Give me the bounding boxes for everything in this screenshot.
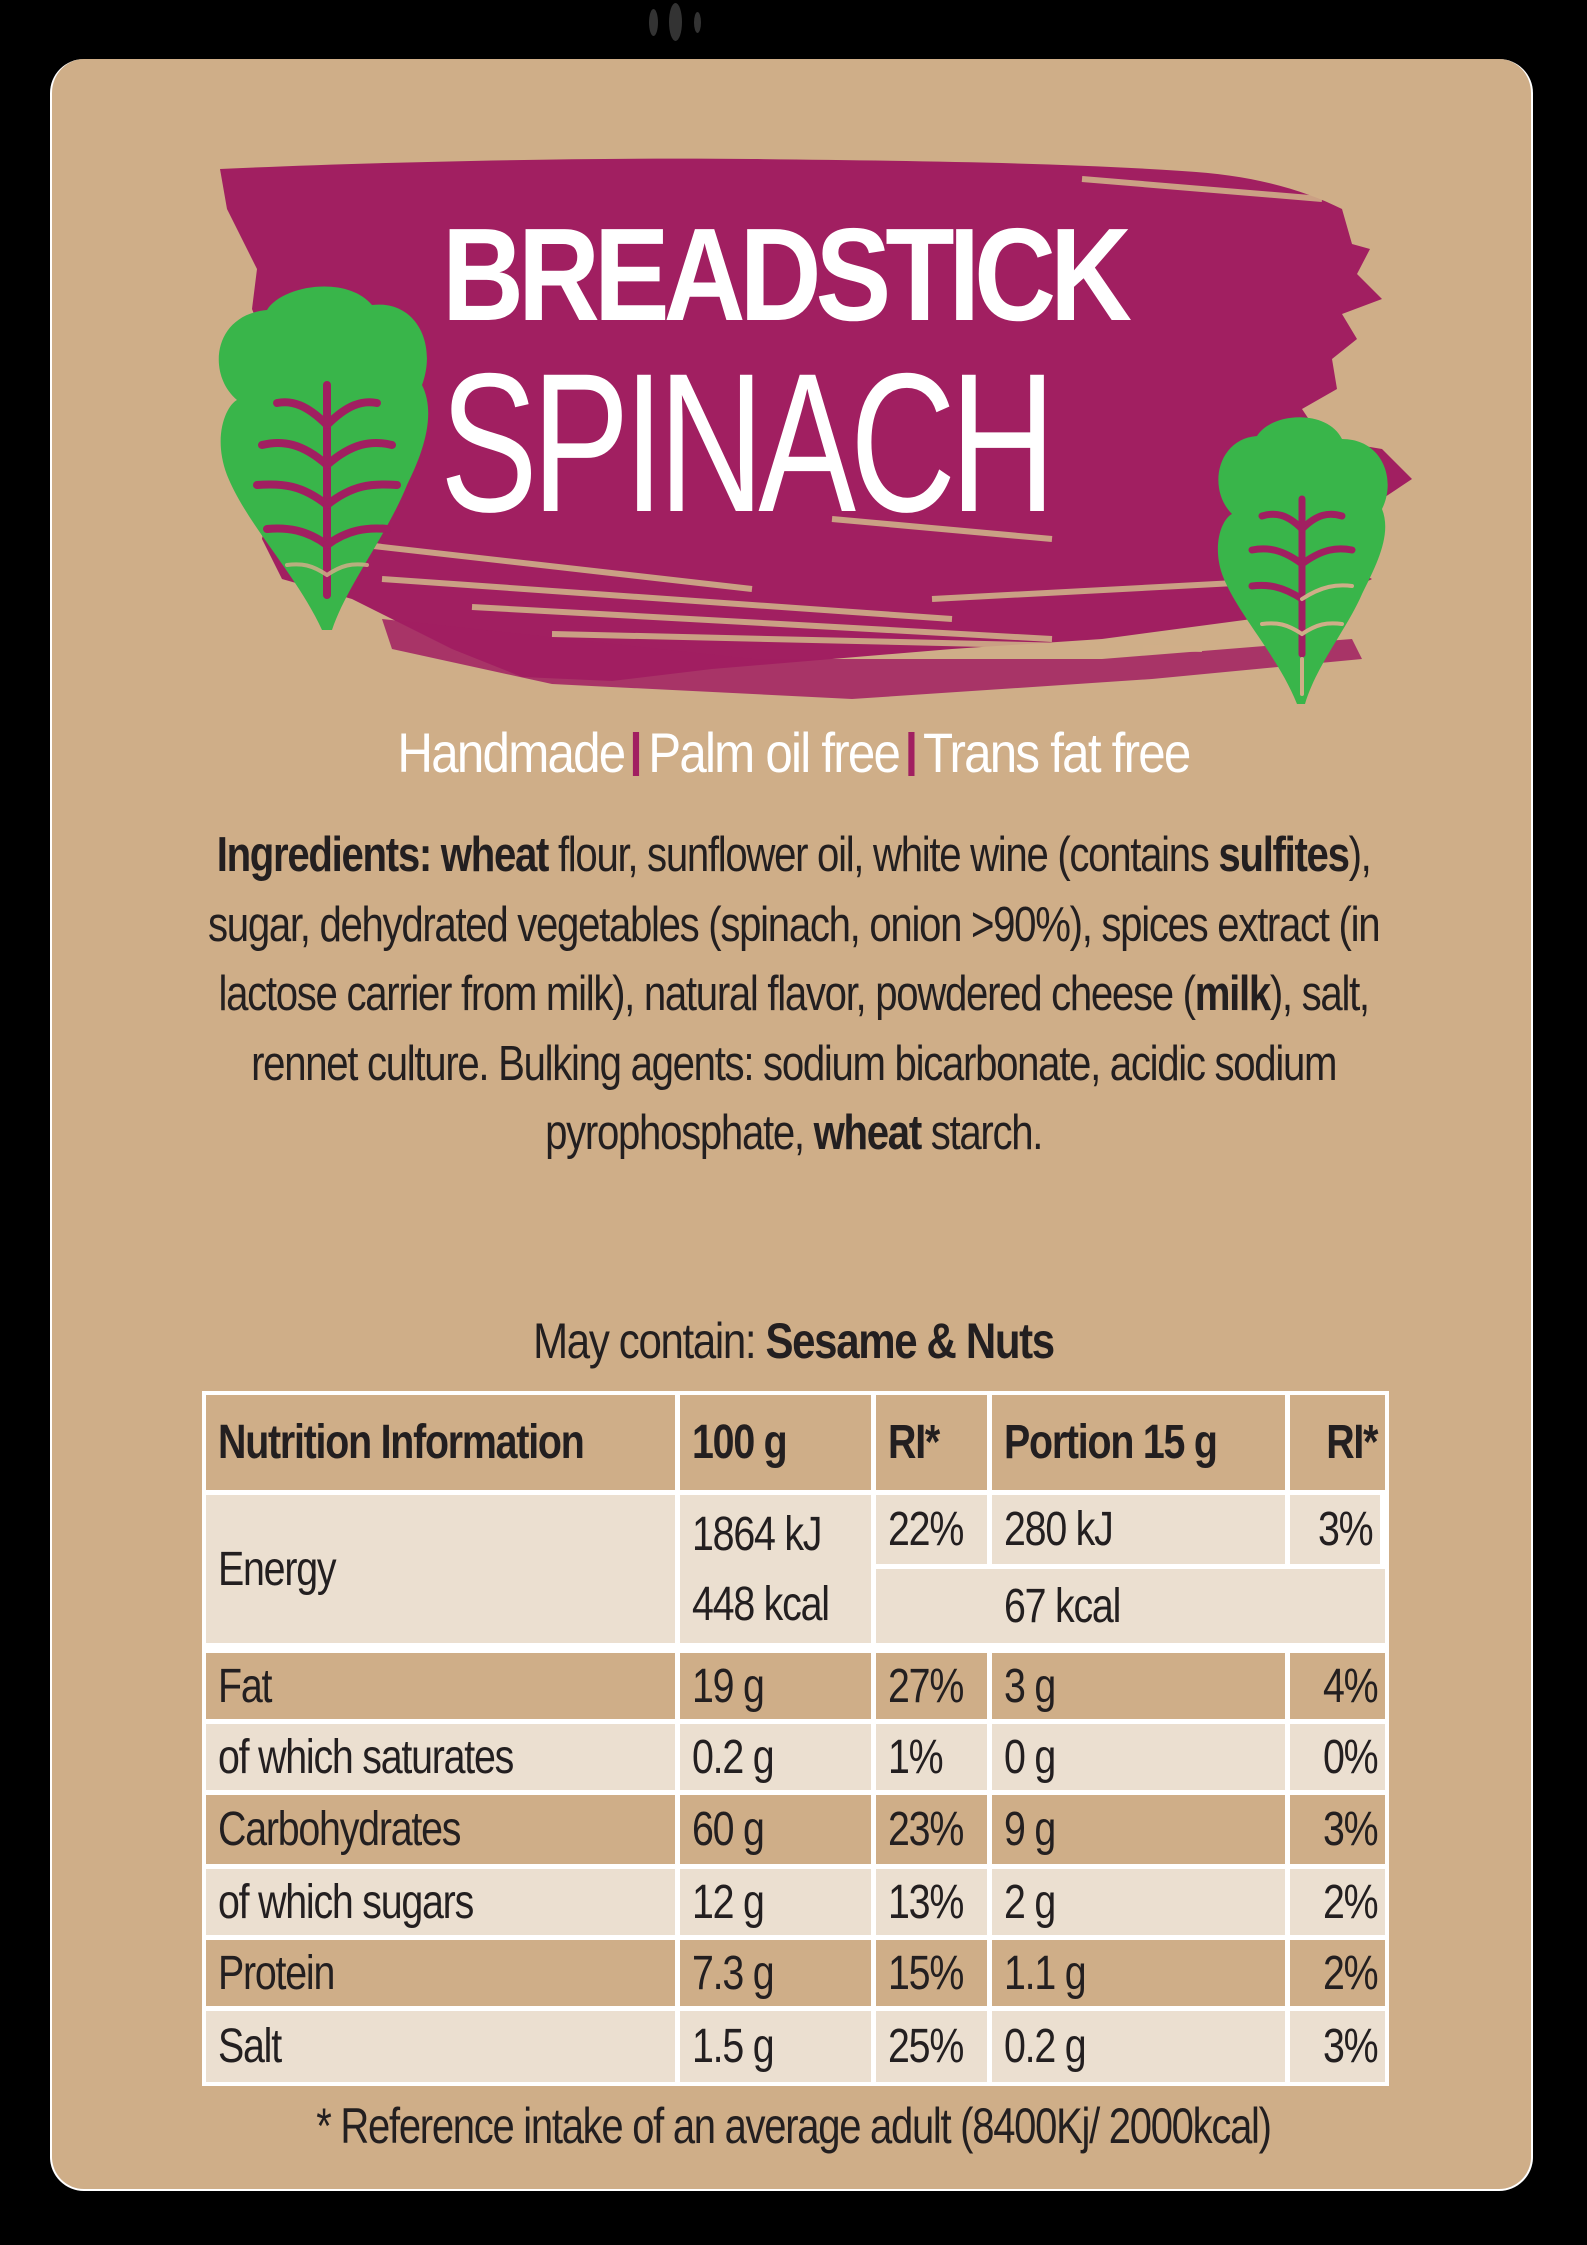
camera-bar — [436, 0, 836, 55]
per-100g-value: 12 g — [680, 1869, 876, 1940]
per-100g-value: 7.3 g — [680, 1940, 876, 2011]
energy-portion-col: 280 kJ 67 kcal — [992, 1495, 1290, 1648]
header-ri-portion: RI* — [1290, 1395, 1385, 1495]
claim-handmade: Handmade — [397, 721, 626, 784]
header-portion: Portion 15 g — [992, 1395, 1290, 1495]
portion-value: 9 g — [992, 1795, 1290, 1869]
sensor-icon — [669, 3, 682, 41]
label-screen: BREADSTICK SPINACH Handmade Palm oil free… — [50, 59, 1533, 2191]
per-100g-value: 19 g — [680, 1653, 876, 1724]
header-nutrition-information: Nutrition Information — [206, 1395, 680, 1495]
spinach-leaf-left-icon — [218, 286, 429, 630]
allergen-highlight: sulfites — [1218, 828, 1349, 882]
sensor-icon — [649, 9, 658, 36]
row-divider — [206, 1648, 1385, 1653]
nutrient-label: Carbohydrates — [206, 1795, 680, 1869]
allergen-highlight: wheat — [813, 1106, 922, 1160]
ri-100g-value: 23% — [876, 1795, 992, 1869]
table-row-energy: Energy 1864 kJ 448 kcal 22% 280 kJ 67 kc… — [206, 1495, 1385, 1648]
claim-palm-oil-free: Palm oil free — [648, 721, 901, 784]
portion-value: 0 g — [992, 1724, 1290, 1795]
ingredients-text: Ingredients: wheat flour, sunflower oil,… — [202, 821, 1385, 1169]
ingredients-label: Ingredients: — [216, 828, 433, 882]
energy-ri-100g-col: 22% — [876, 1495, 992, 1648]
energy-ri-100g-empty — [876, 1569, 992, 1643]
ri-portion-value: 3% — [1290, 1795, 1385, 1869]
ri-100g-value: 25% — [876, 2011, 992, 2082]
may-contain-statement: May contain: Sesame & Nuts — [171, 1312, 1417, 1370]
table-row-salt: Salt 1.5 g 25% 0.2 g 3% — [206, 2011, 1385, 2082]
brush-stroke-icon — [220, 158, 1412, 699]
separator-bar — [633, 732, 640, 776]
portion-value: 3 g — [992, 1653, 1290, 1724]
spinach-leaf-right-icon — [1217, 417, 1388, 704]
per-100g-value: 1.5 g — [680, 2011, 876, 2082]
energy-kj-portion: 280 kJ — [992, 1495, 1290, 1569]
energy-kj-100g: 1864 kJ — [692, 1507, 822, 1561]
product-title-line1: BREADSTICK — [442, 201, 1132, 348]
table-header-row: Nutrition Information 100 g RI* Portion … — [206, 1395, 1385, 1495]
ri-portion-value: 2% — [1290, 1940, 1385, 2011]
nutrient-label: Fat — [206, 1653, 680, 1724]
ingredients-segment: ), salt, rennet culture. Bulking agents:… — [250, 967, 1370, 1160]
portion-value: 2 g — [992, 1869, 1290, 1940]
energy-kcal-portion: 67 kcal — [992, 1569, 1290, 1643]
header-ri-100g: RI* — [876, 1395, 992, 1495]
claim-trans-fat-free: Trans fat free — [922, 721, 1191, 784]
product-title-line2: SPINACH — [440, 332, 1056, 553]
ingredients-segment: ), sugar, dehydrated vegetables (spinach… — [207, 828, 1381, 1021]
ri-100g-value: 13% — [876, 1869, 992, 1940]
ri-portion-value: 2% — [1290, 1869, 1385, 1940]
nutrient-label: Protein — [206, 1940, 680, 2011]
table-row-sugars: of which sugars 12 g 13% 2 g 2% — [206, 1869, 1385, 1940]
may-contain-value: Sesame & Nuts — [765, 1313, 1055, 1369]
energy-ri-portion: 3% — [1290, 1495, 1385, 1569]
ri-100g-value: 27% — [876, 1653, 992, 1724]
ri-portion-value: 4% — [1290, 1653, 1385, 1724]
ri-100g-value: 1% — [876, 1724, 992, 1795]
energy-ri-100g: 22% — [876, 1495, 992, 1569]
title-banner: BREADSTICK SPINACH — [52, 59, 1531, 719]
ingredients-segment: starch. — [920, 1106, 1044, 1160]
ri-footnote: * Reference intake of an average adult (… — [316, 2098, 1272, 2154]
header-per-100g: 100 g — [680, 1395, 876, 1495]
table-row-fat: Fat 19 g 27% 3 g 4% — [206, 1653, 1385, 1724]
allergen-highlight: wheat — [440, 828, 550, 882]
portion-value: 1.1 g — [992, 1940, 1290, 2011]
nutrient-label: of which sugars — [206, 1869, 680, 1940]
allergen-highlight: milk — [1194, 967, 1271, 1021]
energy-ri-portion-empty — [1290, 1569, 1385, 1643]
per-100g-value: 60 g — [680, 1795, 876, 1869]
per-100g-value: 0.2 g — [680, 1724, 876, 1795]
energy-kcal-100g: 448 kcal — [692, 1577, 830, 1631]
portion-value: 0.2 g — [992, 2011, 1290, 2082]
camera-icon — [694, 12, 701, 33]
nutrient-label: of which saturates — [206, 1724, 680, 1795]
may-contain-label: May contain: — [533, 1313, 756, 1369]
ri-portion-value: 3% — [1290, 2011, 1385, 2082]
table-row-carbohydrates: Carbohydrates 60 g 23% 9 g 3% — [206, 1795, 1385, 1869]
energy-label: Energy — [206, 1495, 680, 1648]
ri-100g-value: 15% — [876, 1940, 992, 2011]
energy-per-100g: 1864 kJ 448 kcal — [680, 1495, 876, 1648]
ri-portion-value: 0% — [1290, 1724, 1385, 1795]
nutrient-label: Salt — [206, 2011, 680, 2082]
table-row-protein: Protein 7.3 g 15% 1.1 g 2% — [206, 1940, 1385, 2011]
table-row-saturates: of which saturates 0.2 g 1% 0 g 0% — [206, 1724, 1385, 1795]
product-claims: Handmade Palm oil free Trans fat free — [141, 719, 1446, 786]
ingredients-segment: flour, sunflower oil, white wine (contai… — [547, 828, 1219, 882]
energy-ri-portion-col: 3% — [1290, 1495, 1385, 1648]
nutrition-table: Nutrition Information 100 g RI* Portion … — [202, 1391, 1389, 2086]
separator-bar — [908, 732, 915, 776]
